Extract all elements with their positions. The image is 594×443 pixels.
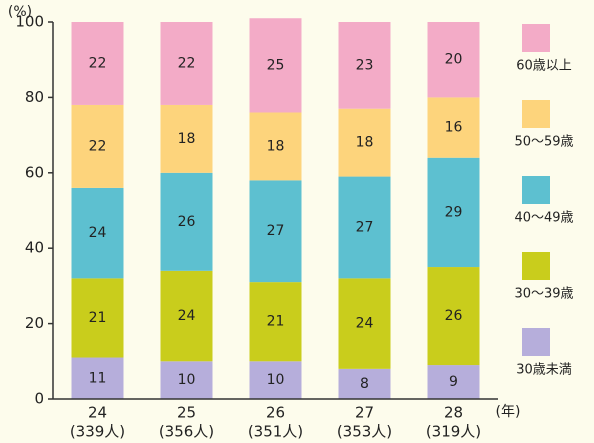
y-tick-label: 20 bbox=[25, 314, 44, 332]
bar-segment bbox=[160, 22, 213, 105]
y-tick-label: 60 bbox=[25, 163, 44, 181]
value-label: 26 bbox=[178, 214, 196, 230]
legend-swatch bbox=[522, 252, 550, 280]
value-label: 10 bbox=[178, 372, 196, 388]
bar-segment bbox=[160, 172, 213, 271]
value-label: 8 bbox=[360, 376, 369, 392]
value-label: 24 bbox=[178, 308, 196, 324]
legend-label: 50～59歳 bbox=[514, 135, 573, 150]
value-label: 21 bbox=[267, 314, 285, 330]
value-label: 22 bbox=[178, 55, 196, 71]
bar-segment bbox=[427, 157, 480, 268]
value-label: 22 bbox=[89, 55, 107, 71]
legend-label: 40～49歳 bbox=[514, 211, 573, 226]
bar-segment bbox=[338, 22, 391, 109]
value-label: 21 bbox=[89, 310, 107, 326]
bar-segment bbox=[249, 361, 302, 399]
legend-label: 30～39歳 bbox=[514, 287, 573, 302]
bar-segment bbox=[249, 18, 302, 113]
bar-segment bbox=[338, 368, 391, 399]
value-label: 16 bbox=[445, 120, 463, 136]
y-tick-label: 0 bbox=[34, 390, 44, 408]
legend-label: 30歳未満 bbox=[516, 363, 572, 378]
value-label: 24 bbox=[89, 225, 107, 241]
value-label: 20 bbox=[445, 52, 463, 68]
bar-segment bbox=[338, 278, 391, 369]
value-label: 23 bbox=[356, 57, 374, 73]
x-tick-label: 28 bbox=[444, 404, 463, 422]
legend-swatch bbox=[522, 100, 550, 128]
value-label: 29 bbox=[445, 204, 463, 220]
legend-label: 60歳以上 bbox=[516, 59, 572, 74]
bar-segment bbox=[249, 282, 302, 362]
x-tick-label: 26 bbox=[266, 404, 285, 422]
value-label: 11 bbox=[89, 370, 107, 386]
x-tick-label: 27 bbox=[355, 404, 374, 422]
value-label: 10 bbox=[267, 372, 285, 388]
x-tick-sublabel: (339人) bbox=[70, 423, 125, 441]
x-tick-label: 25 bbox=[177, 404, 196, 422]
bar-segment bbox=[249, 112, 302, 181]
bar-segment bbox=[71, 187, 124, 279]
legend-swatch bbox=[522, 328, 550, 356]
bar-segment bbox=[338, 176, 391, 279]
value-label: 22 bbox=[89, 138, 107, 154]
value-label: 27 bbox=[267, 223, 285, 239]
y-unit: (%) bbox=[8, 4, 32, 20]
y-tick-label: 100 bbox=[15, 13, 44, 31]
bar-segment bbox=[160, 104, 213, 173]
value-label: 18 bbox=[356, 135, 374, 151]
bar-segment bbox=[71, 104, 124, 188]
bar-segment bbox=[71, 278, 124, 358]
value-label: 27 bbox=[356, 219, 374, 235]
bar-segment bbox=[71, 357, 124, 399]
x-tick-sublabel: (351人) bbox=[248, 423, 303, 441]
bar-segment bbox=[338, 108, 391, 177]
value-label: 18 bbox=[178, 131, 196, 147]
y-tick-label: 40 bbox=[25, 239, 44, 257]
x-tick-sublabel: (356人) bbox=[159, 423, 214, 441]
value-label: 18 bbox=[267, 138, 285, 154]
bar-segment bbox=[427, 267, 480, 366]
bar-segment bbox=[427, 365, 480, 399]
bar-segment bbox=[160, 270, 213, 362]
x-tick-label: 24 bbox=[88, 404, 107, 422]
bar-segment bbox=[160, 361, 213, 399]
bar-segment bbox=[427, 22, 480, 98]
value-label: 24 bbox=[356, 316, 374, 332]
x-tick-sublabel: (353人) bbox=[337, 423, 392, 441]
bar-segment bbox=[249, 180, 302, 283]
y-tick-label: 80 bbox=[25, 88, 44, 106]
legend-swatch bbox=[522, 176, 550, 204]
value-label: 9 bbox=[449, 374, 458, 390]
x-unit: (年) bbox=[496, 404, 521, 420]
legend-swatch bbox=[522, 24, 550, 52]
x-tick-sublabel: (319人) bbox=[426, 423, 481, 441]
value-label: 25 bbox=[267, 57, 285, 73]
value-label: 26 bbox=[445, 308, 463, 324]
bar-segment bbox=[427, 97, 480, 158]
bar-segment bbox=[71, 22, 124, 105]
